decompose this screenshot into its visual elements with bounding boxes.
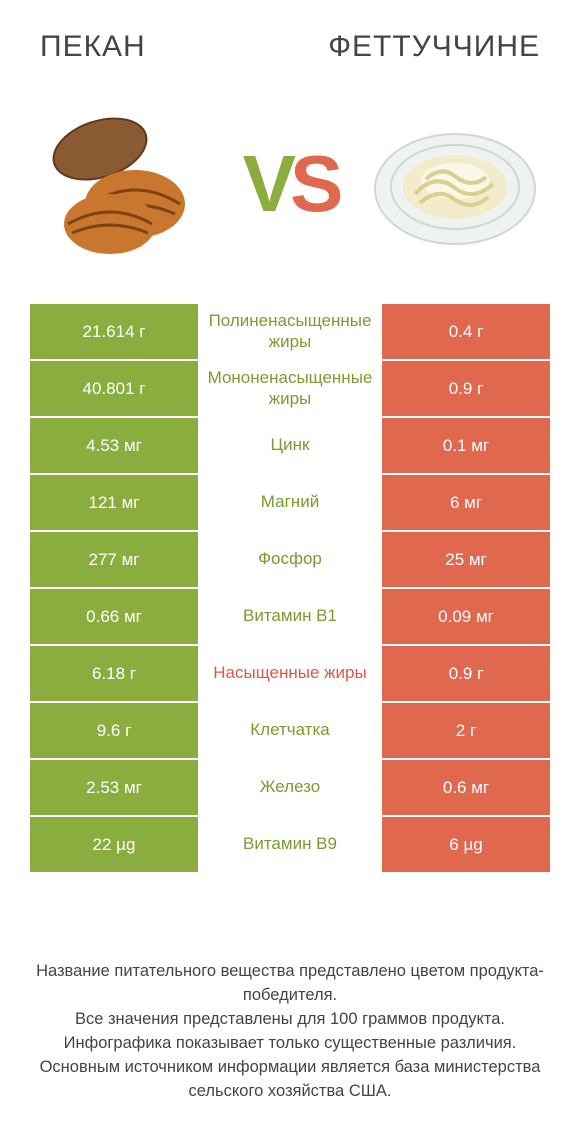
nutrient-label: Клетчатка xyxy=(198,703,382,758)
nutrient-label: Витамин B1 xyxy=(198,589,382,644)
value-left: 0.66 мг xyxy=(30,589,198,644)
value-left: 4.53 мг xyxy=(30,418,198,473)
nutrient-label: Насыщенные жиры xyxy=(198,646,382,701)
value-left: 9.6 г xyxy=(30,703,198,758)
value-right: 6 мг xyxy=(382,475,550,530)
table-row: 40.801 гМононенасыщенные жиры0.9 г xyxy=(30,361,550,418)
value-left: 22 µg xyxy=(30,817,198,872)
fettuccine-illustration xyxy=(370,99,540,269)
value-right: 25 мг xyxy=(382,532,550,587)
table-row: 2.53 мгЖелезо0.6 мг xyxy=(30,760,550,817)
table-row: 0.66 мгВитамин B10.09 мг xyxy=(30,589,550,646)
comparison-table: 21.614 гПолиненасыщенные жиры0.4 г40.801… xyxy=(30,304,550,874)
nutrient-label: Витамин B9 xyxy=(198,817,382,872)
value-left: 21.614 г xyxy=(30,304,198,359)
nutrient-label: Фосфор xyxy=(198,532,382,587)
vs-v: V xyxy=(243,139,290,228)
title-right: ФЕТТУЧЧИНЕ xyxy=(328,30,540,64)
value-right: 0.4 г xyxy=(382,304,550,359)
value-left: 121 мг xyxy=(30,475,198,530)
value-right: 0.9 г xyxy=(382,361,550,416)
vs-label: VS xyxy=(243,144,338,224)
pecan-illustration xyxy=(40,99,210,269)
nutrient-label: Мононенасыщенные жиры xyxy=(198,361,382,416)
hero-row: VS xyxy=(30,74,550,294)
value-right: 0.09 мг xyxy=(382,589,550,644)
value-right: 0.6 мг xyxy=(382,760,550,815)
value-left: 6.18 г xyxy=(30,646,198,701)
value-left: 2.53 мг xyxy=(30,760,198,815)
nutrient-label: Магний xyxy=(198,475,382,530)
nutrient-label: Железо xyxy=(198,760,382,815)
value-right: 0.9 г xyxy=(382,646,550,701)
titles-row: ПЕКАН ФЕТТУЧЧИНЕ xyxy=(30,30,550,74)
table-row: 9.6 гКлетчатка2 г xyxy=(30,703,550,760)
value-right: 0.1 мг xyxy=(382,418,550,473)
table-row: 4.53 мгЦинк0.1 мг xyxy=(30,418,550,475)
table-row: 22 µgВитамин B96 µg xyxy=(30,817,550,874)
nutrient-label: Цинк xyxy=(198,418,382,473)
table-row: 277 мгФосфор25 мг xyxy=(30,532,550,589)
table-row: 21.614 гПолиненасыщенные жиры0.4 г xyxy=(30,304,550,361)
vs-s: S xyxy=(290,139,337,228)
value-left: 40.801 г xyxy=(30,361,198,416)
table-row: 121 мгМагний6 мг xyxy=(30,475,550,532)
title-left: ПЕКАН xyxy=(40,30,146,64)
value-left: 277 мг xyxy=(30,532,198,587)
comparison-infographic: ПЕКАН ФЕТТУЧЧИНЕ VS xyxy=(0,0,580,1144)
value-right: 2 г xyxy=(382,703,550,758)
value-right: 6 µg xyxy=(382,817,550,872)
nutrient-label: Полиненасыщенные жиры xyxy=(198,304,382,359)
table-row: 6.18 гНасыщенные жиры0.9 г xyxy=(30,646,550,703)
footnote-text: Название питательного вещества представл… xyxy=(30,960,550,1104)
